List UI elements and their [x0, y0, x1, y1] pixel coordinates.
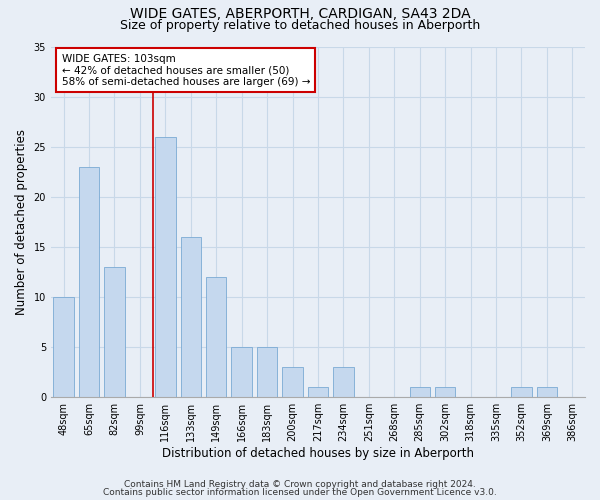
Bar: [410, 387, 430, 397]
Bar: [104, 267, 125, 397]
Text: Contains public sector information licensed under the Open Government Licence v3: Contains public sector information licen…: [103, 488, 497, 497]
X-axis label: Distribution of detached houses by size in Aberporth: Distribution of detached houses by size …: [162, 447, 474, 460]
Bar: [257, 347, 277, 397]
Bar: [206, 277, 226, 397]
Bar: [435, 387, 455, 397]
Bar: [511, 387, 532, 397]
Text: Contains HM Land Registry data © Crown copyright and database right 2024.: Contains HM Land Registry data © Crown c…: [124, 480, 476, 489]
Bar: [181, 237, 201, 397]
Bar: [333, 367, 353, 397]
Bar: [79, 166, 99, 397]
Text: Size of property relative to detached houses in Aberporth: Size of property relative to detached ho…: [120, 18, 480, 32]
Bar: [283, 367, 302, 397]
Bar: [308, 387, 328, 397]
Text: WIDE GATES, ABERPORTH, CARDIGAN, SA43 2DA: WIDE GATES, ABERPORTH, CARDIGAN, SA43 2D…: [130, 8, 470, 22]
Bar: [155, 136, 176, 397]
Bar: [53, 297, 74, 397]
Bar: [232, 347, 252, 397]
Text: WIDE GATES: 103sqm
← 42% of detached houses are smaller (50)
58% of semi-detache: WIDE GATES: 103sqm ← 42% of detached hou…: [62, 54, 310, 86]
Y-axis label: Number of detached properties: Number of detached properties: [15, 129, 28, 315]
Bar: [536, 387, 557, 397]
